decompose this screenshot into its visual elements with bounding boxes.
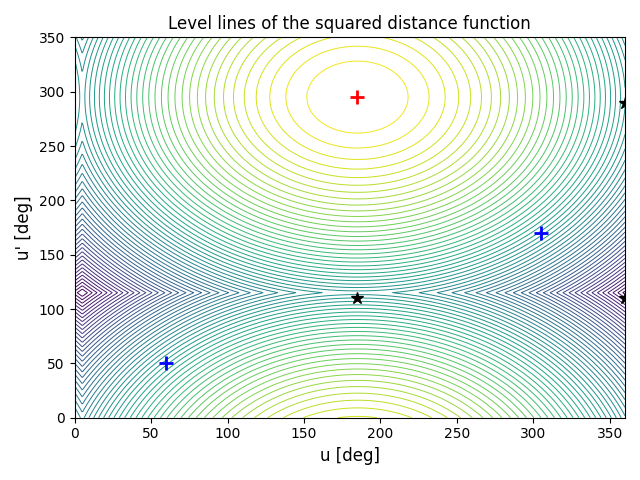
Y-axis label: u' [deg]: u' [deg] [15,195,33,260]
X-axis label: u [deg]: u [deg] [320,447,380,465]
Title: Level lines of the squared distance function: Level lines of the squared distance func… [168,15,531,33]
